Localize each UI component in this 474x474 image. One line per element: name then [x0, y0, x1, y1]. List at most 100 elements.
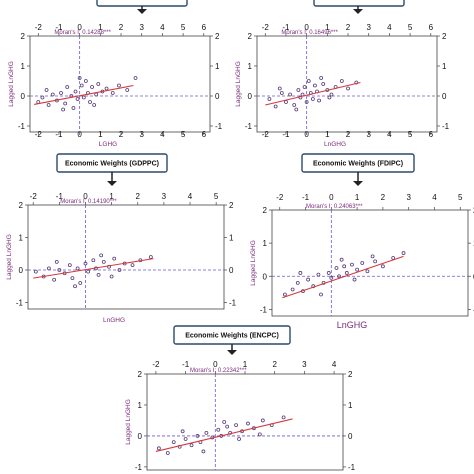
data-point [329, 92, 334, 97]
data-point [304, 100, 309, 104]
x-tick-label-bottom: -2 [262, 130, 270, 139]
x-tick-label-top: 1 [325, 23, 330, 32]
x-tick-label-top: 2 [119, 23, 124, 32]
x-tick-label-bottom: -1 [55, 130, 63, 139]
x-axis-label: LnGHG [103, 317, 125, 324]
data-point [326, 271, 331, 275]
x-tick-label-bottom: -1 [282, 130, 290, 139]
data-point [342, 264, 347, 269]
plot-frame [146, 373, 344, 471]
data-point [110, 91, 115, 95]
x-tick-label-top: 0 [304, 23, 309, 32]
x-tick-label-top: 1 [243, 360, 248, 369]
data-point [195, 434, 200, 438]
data-point [401, 251, 406, 255]
x-tick-label-bottom: 2 [346, 130, 351, 139]
y-tick-label-right: -1 [348, 463, 356, 472]
x-tick-label-bottom: 6 [202, 130, 207, 139]
y-tick-label-left: -1 [135, 463, 143, 472]
data-point [117, 268, 122, 272]
data-point [222, 420, 227, 424]
data-point [180, 429, 185, 434]
data-point [67, 263, 72, 268]
x-tick-label-top: -1 [282, 23, 290, 32]
scatter-panel-2: -2 -2 -1 -1 0 0 1 1 2 2 3 3 4 4 5 5 6 6 -1 -1 0 0 1 1 2 2 Moran's … [235, 0, 450, 148]
data-point [81, 95, 86, 100]
x-tick-label-bottom: 6 [429, 130, 434, 139]
data-point [130, 263, 135, 268]
fitted-line [34, 84, 134, 105]
arrow-head [353, 181, 363, 186]
y-tick-label-right: -1 [229, 299, 237, 308]
weights-label: Economic Weights (FDIPC) [313, 161, 403, 168]
x-tick-label-top: 3 [162, 192, 167, 201]
x-tick-label-top: 5 [408, 23, 413, 32]
y-axis-label: Lagged LnGHG [125, 399, 132, 445]
data-point [295, 280, 300, 285]
data-point [234, 423, 238, 427]
data-point [109, 274, 114, 279]
x-tick-label-bottom: 0 [304, 130, 309, 139]
y-tick-label-right: 0 [215, 92, 220, 101]
data-point [75, 266, 80, 271]
x-tick-label-top: 4 [332, 360, 337, 369]
data-point [125, 88, 130, 92]
data-point [79, 83, 84, 88]
x-tick-label-top: 2 [272, 360, 277, 369]
data-point [373, 259, 378, 264]
x-tick-label-top: 1 [355, 193, 360, 202]
x-tick-label-top: -1 [182, 360, 190, 369]
scatter-panel-5: Economic Weights (ENCPC) -2 -1 0 1 2 3 4 -1 -1 0 0 1… [125, 325, 356, 472]
fitted-line [265, 81, 361, 106]
x-tick-label-top: 1 [109, 192, 114, 201]
data-point [47, 266, 51, 271]
data-point [339, 257, 344, 262]
x-axis-label: LnGHG [324, 141, 346, 148]
data-point [282, 292, 287, 297]
scatter-panel-3: Economic Weights (GDPPC) -2 -1 0 1 2 3 4 5 -1 -1 0 0… [6, 153, 237, 324]
fitted-line [282, 255, 404, 299]
data-point [288, 92, 293, 97]
data-point [281, 415, 286, 420]
x-tick-label-top: 3 [366, 23, 371, 32]
weights-label: Economic Weights (GDPPC) [65, 161, 159, 168]
y-tick-label-left: 2 [21, 32, 26, 41]
x-tick-label-top: 4 [387, 23, 392, 32]
x-tick-label-top: -1 [56, 192, 64, 201]
data-point [83, 79, 88, 83]
x-tick-label-top: 2 [136, 192, 141, 201]
x-tick-label-top: -2 [262, 23, 270, 32]
data-point [355, 267, 360, 272]
morans-i-label: Moran's I: 0.22342*** [190, 368, 247, 374]
x-tick-label-top: 0 [329, 193, 334, 202]
data-point [306, 277, 311, 282]
scatter-panel-4: Economic Weights (FDIPC)-2-1012345-1-100… [250, 153, 474, 330]
morans-i-label: Moran's I: 0.14288*** [54, 30, 111, 36]
y-tick-label-left: 2 [248, 32, 253, 41]
data-point [380, 264, 385, 269]
plot-frame [27, 204, 225, 310]
data-point [298, 271, 303, 275]
y-tick-label-left: 1 [263, 239, 268, 248]
y-tick-label-left: -1 [260, 305, 268, 314]
data-point [91, 258, 96, 263]
fitted-line [155, 418, 293, 452]
y-tick-label-right: -1 [442, 122, 450, 131]
data-point [344, 271, 349, 275]
data-point [313, 83, 317, 88]
plot-frame [29, 35, 211, 133]
data-point [78, 281, 83, 285]
x-tick-label-top: 2 [346, 23, 351, 32]
scatter-panel-1: -2 -2 -1 -1 0 0 1 1 2 2 3 3 4 4 5 5 6 6 -1 -1 0 0 1 1 2 2 Moran's … [8, 0, 223, 148]
x-tick-label-top: 3 [406, 193, 411, 202]
x-tick-label-top: -1 [302, 193, 310, 202]
data-point [71, 106, 76, 110]
x-tick-label-bottom: 1 [325, 130, 330, 139]
x-tick-label-top: 4 [160, 23, 165, 32]
y-tick-label-left: 0 [138, 432, 143, 441]
x-tick-label-top: 5 [458, 193, 463, 202]
data-point [73, 89, 78, 94]
y-tick-label-left: 0 [263, 272, 268, 281]
data-point [316, 272, 321, 277]
